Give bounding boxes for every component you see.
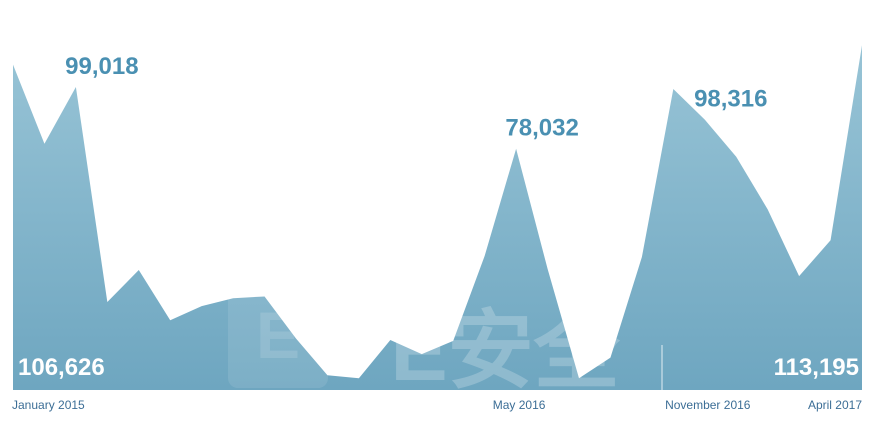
data-point xyxy=(862,45,863,46)
data-point xyxy=(421,354,422,355)
x-tick-label: January 2015 xyxy=(12,398,85,412)
data-point xyxy=(579,378,580,379)
data-point xyxy=(453,340,454,341)
data-point xyxy=(799,276,800,277)
data-point xyxy=(390,339,391,340)
data-point xyxy=(75,86,76,87)
data-point xyxy=(264,296,265,297)
data-point xyxy=(704,119,705,120)
data-point xyxy=(107,302,108,303)
data-label: 78,032 xyxy=(505,115,578,142)
data-point xyxy=(767,209,768,210)
data-point xyxy=(138,269,139,270)
x-tick-label: May 2016 xyxy=(493,398,546,412)
data-point xyxy=(484,255,485,256)
watermark-text: E安全 xyxy=(390,303,620,399)
data-point xyxy=(44,143,45,144)
data-point xyxy=(13,64,14,65)
data-label: 99,018 xyxy=(65,53,138,80)
x-tick-label: April 2017 xyxy=(808,398,862,412)
data-point xyxy=(830,240,831,241)
x-axis-ticks: January 2015 May 2016 November 2016 April 2… xyxy=(12,398,862,412)
data-point xyxy=(296,338,297,339)
data-point xyxy=(233,298,234,299)
data-label: 106,626 xyxy=(18,354,105,381)
data-point xyxy=(641,257,642,258)
data-point xyxy=(358,378,359,379)
data-point xyxy=(327,375,328,376)
data-point xyxy=(170,320,171,321)
watermark-logo-letter: E xyxy=(256,298,300,372)
data-point xyxy=(547,268,548,269)
data-label: 98,316 xyxy=(694,86,767,113)
data-point xyxy=(516,148,517,149)
data-point xyxy=(201,306,202,307)
watermark: E E安全 xyxy=(228,290,621,399)
x-tick-label: November 2016 xyxy=(665,398,751,412)
data-point xyxy=(610,357,611,358)
data-label: 113,195 xyxy=(774,354,859,381)
data-point xyxy=(673,89,674,90)
data-point xyxy=(736,156,737,157)
